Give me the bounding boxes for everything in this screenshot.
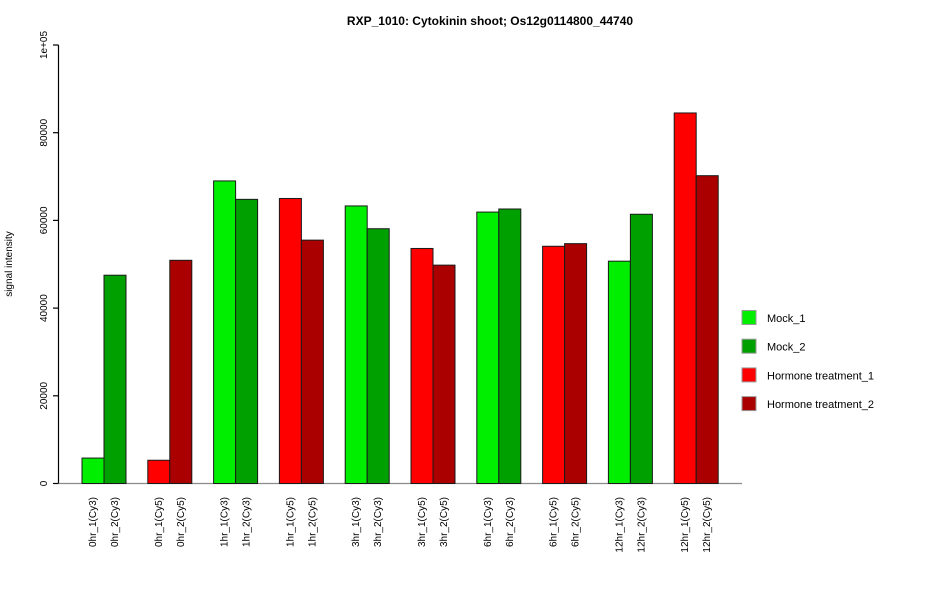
x-tick-label: 1hr_1(Cy5) xyxy=(285,497,296,547)
x-tick-label: 0hr_2(Cy5) xyxy=(176,497,187,547)
legend-swatch xyxy=(741,396,757,412)
legend-swatch xyxy=(741,338,757,354)
x-tick-label: 0hr_1(Cy3) xyxy=(88,497,99,547)
legend-swatch xyxy=(741,367,757,383)
bar xyxy=(695,175,719,484)
y-tick-label: 1e+05 xyxy=(39,31,50,60)
x-tick-label: 6hr_1(Cy3) xyxy=(483,497,494,547)
y-tick-label: 60000 xyxy=(39,206,50,234)
bar xyxy=(564,243,588,484)
bar xyxy=(169,259,193,484)
x-tick-label: 6hr_1(Cy5) xyxy=(549,497,560,547)
bar xyxy=(498,208,522,484)
x-tick-label: 12hr_2(Cy3) xyxy=(636,497,647,553)
bar xyxy=(542,245,566,484)
bar xyxy=(81,457,105,484)
bar xyxy=(410,247,434,484)
x-axis-labels: 0hr_1(Cy3) 0hr_2(Cy3) 0hr_1(Cy5) 0hr_2(Cy5)… xyxy=(88,497,713,553)
bar xyxy=(344,205,368,484)
legend-swatch xyxy=(741,310,757,325)
x-tick-label: 3hr_1(Cy3) xyxy=(351,497,362,547)
legend-label: Mock_2 xyxy=(767,342,806,354)
y-axis-label: signal intensity xyxy=(4,231,15,297)
bar xyxy=(213,180,237,484)
x-tick-label: 1hr_2(Cy3) xyxy=(242,497,253,547)
bar xyxy=(300,239,324,484)
legend: Mock_1 Mock_2 Hormone treatment_1 Hormone t… xyxy=(741,310,874,412)
x-tick-label: 1hr_2(Cy5) xyxy=(307,497,318,547)
chart-title: RXP_1010: Cytokinin shoot; Os12g0114800_… xyxy=(347,14,633,28)
bars-group xyxy=(81,112,719,485)
x-tick-label: 12hr_1(Cy3) xyxy=(614,497,625,553)
x-tick-label: 6hr_2(Cy5) xyxy=(571,497,582,547)
legend-label: Hormone treatment_2 xyxy=(767,399,874,411)
bar xyxy=(673,112,697,484)
x-tick-label: 0hr_2(Cy3) xyxy=(110,497,121,547)
bar xyxy=(607,260,631,485)
bar xyxy=(278,197,302,484)
x-tick-label: 3hr_1(Cy5) xyxy=(417,497,428,547)
x-tick-label: 0hr_1(Cy5) xyxy=(154,497,165,547)
bar xyxy=(235,198,259,485)
x-tick-label: 3hr_2(Cy3) xyxy=(373,497,384,547)
bar xyxy=(432,264,456,485)
legend-label: Hormone treatment_1 xyxy=(767,370,874,382)
y-tick-label: 20000 xyxy=(39,381,50,409)
bar xyxy=(147,459,171,484)
x-tick-label: 12hr_2(Cy5) xyxy=(702,497,713,553)
x-tick-label: 1hr_1(Cy3) xyxy=(220,497,231,547)
y-tick-label: 0 xyxy=(39,480,50,486)
bar xyxy=(366,228,390,484)
bar xyxy=(476,211,500,484)
y-tick-label: 40000 xyxy=(39,294,50,322)
y-tick-label: 80000 xyxy=(39,118,50,146)
bar xyxy=(103,274,127,484)
legend-label: Mock_1 xyxy=(767,313,806,325)
x-tick-label: 3hr_2(Cy5) xyxy=(439,497,450,547)
bar xyxy=(629,213,653,485)
x-tick-label: 6hr_2(Cy3) xyxy=(505,497,516,547)
x-tick-label: 12hr_1(Cy5) xyxy=(680,497,691,553)
